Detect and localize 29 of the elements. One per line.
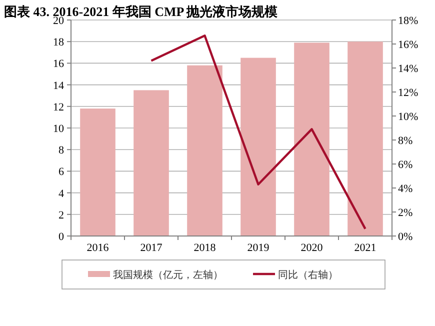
y2-tick-label: 8% bbox=[398, 135, 413, 147]
y-tick-label: 14 bbox=[53, 80, 64, 92]
x-tick-label: 2020 bbox=[300, 242, 324, 254]
y2-tick-label: 10% bbox=[398, 111, 418, 123]
y-tick-label: 16 bbox=[53, 58, 64, 70]
y2-tick-label: 6% bbox=[398, 159, 413, 171]
y-tick-label: 6 bbox=[58, 166, 64, 178]
y-tick-label: 4 bbox=[58, 188, 64, 200]
y-tick-label: 10 bbox=[53, 123, 64, 135]
y-tick-label: 18 bbox=[53, 36, 64, 49]
y-tick-label: 2 bbox=[58, 209, 64, 222]
legend-label: 同比（右轴） bbox=[278, 269, 338, 281]
y2-tick-label: 16% bbox=[398, 39, 418, 51]
y-tick-label: 8 bbox=[58, 144, 64, 157]
y-tick-label: 20 bbox=[53, 15, 64, 27]
y2-tick-label: 2% bbox=[398, 207, 413, 219]
y2-tick-label: 4% bbox=[398, 183, 413, 195]
legend-label: 我国规模（亿元，左轴） bbox=[113, 269, 223, 281]
y2-tick-label: 18% bbox=[398, 15, 418, 27]
x-tick-label: 2016 bbox=[86, 242, 110, 254]
y2-tick-label: 0% bbox=[398, 231, 413, 243]
y2-tick-label: 14% bbox=[398, 63, 418, 75]
y-tick-label: 0 bbox=[58, 231, 64, 243]
y-tick-label: 12 bbox=[53, 101, 64, 114]
x-tick-label: 2017 bbox=[140, 242, 163, 254]
y2-tick-label: 12% bbox=[398, 87, 418, 99]
x-tick-label: 2021 bbox=[354, 242, 376, 254]
x-tick-label: 2019 bbox=[247, 242, 270, 254]
x-tick-label: 2018 bbox=[194, 242, 216, 254]
